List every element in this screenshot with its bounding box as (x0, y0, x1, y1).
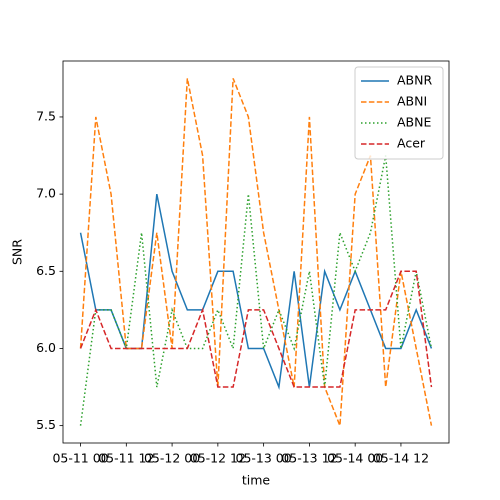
legend-label: Acer (397, 136, 426, 151)
y-tick-label: 7.5 (36, 108, 56, 123)
plot-frame (62, 60, 450, 444)
x-tick-label: 05-11 12 (98, 451, 154, 466)
legend-label: ABNI (397, 94, 427, 109)
x-tick-label: 05-12 12 (190, 451, 246, 466)
y-tick-label: 6.5 (36, 263, 56, 278)
y-tick-label: 7.0 (36, 186, 56, 201)
legend-label: ABNE (397, 115, 431, 130)
x-tick-label: 05-14 00 (327, 451, 383, 466)
y-tick-label: 5.5 (36, 417, 56, 432)
line-series (79, 270, 433, 388)
x-axis-label: time (242, 473, 271, 488)
line-series (79, 155, 433, 426)
x-tick-label: 05-13 00 (236, 451, 292, 466)
x-tick-label: 05-13 12 (281, 451, 337, 466)
legend-box (354, 66, 444, 160)
legend-label: ABNR (397, 73, 432, 88)
y-axis-label: SNR (10, 239, 25, 265)
x-tick-label: 05-11 00 (52, 451, 108, 466)
y-tick-label: 6.0 (36, 340, 56, 355)
x-tick-label: 05-14 12 (373, 451, 429, 466)
x-tick-label: 05-12 00 (144, 451, 200, 466)
